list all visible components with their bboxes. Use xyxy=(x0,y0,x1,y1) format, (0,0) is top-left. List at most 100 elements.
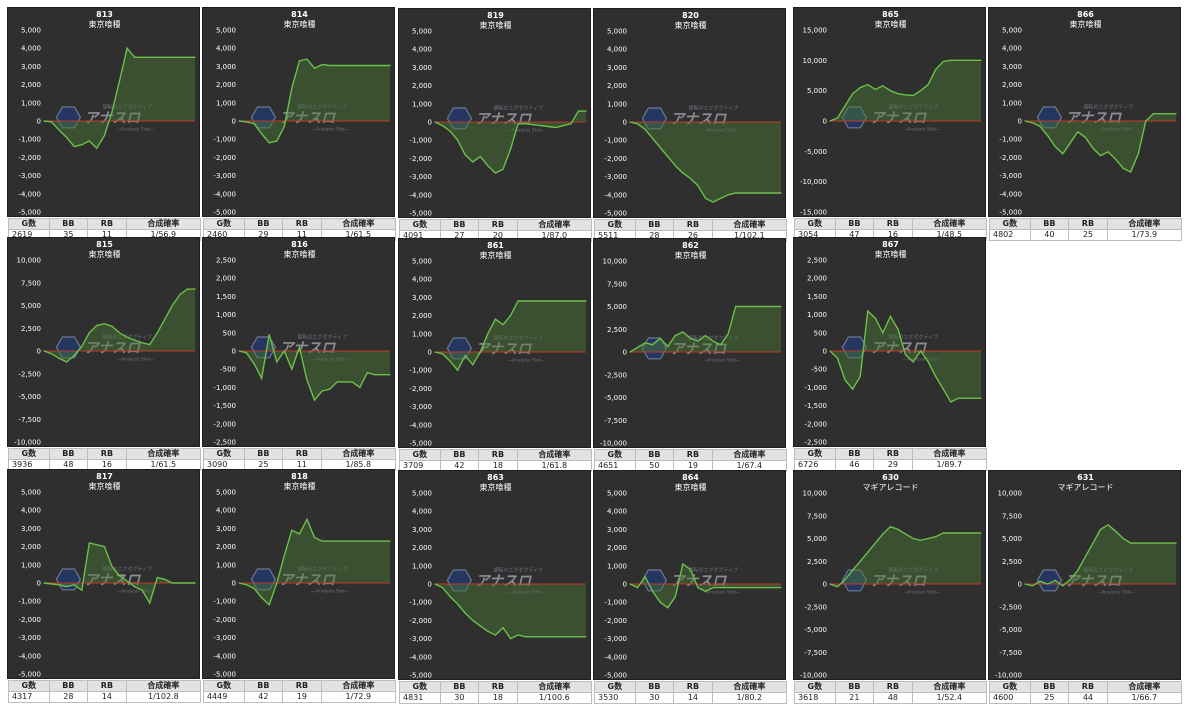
y-tick-label: 3,000 xyxy=(412,526,432,534)
data-point xyxy=(81,345,83,348)
data-point xyxy=(472,619,474,621)
data-point xyxy=(882,332,884,334)
y-tick-label: 0 xyxy=(37,580,41,588)
data-point xyxy=(238,350,240,352)
data-point xyxy=(644,342,646,344)
data-point xyxy=(58,584,60,586)
data-point xyxy=(66,586,68,588)
stats-header: G数 xyxy=(989,218,1031,230)
data-point xyxy=(1092,542,1094,544)
data-point xyxy=(306,518,308,520)
y-tick-label: -5,000 xyxy=(999,209,1022,217)
chart-title: 630 xyxy=(882,473,899,482)
y-tick-label: -2,500 xyxy=(804,603,827,611)
y-tick-label: 5,000 xyxy=(807,535,827,543)
data-point xyxy=(186,56,188,58)
data-point xyxy=(179,582,181,584)
data-point xyxy=(389,374,391,376)
chart-title: 814 xyxy=(291,10,308,19)
data-point xyxy=(1152,542,1154,544)
svg-text:旋転のエグゼクティブ: 旋転のエグゼクティブ xyxy=(493,566,543,573)
stats-header: G数 xyxy=(794,681,836,693)
y-tick-label: 2,500 xyxy=(807,257,827,265)
y-tick-label: 0 xyxy=(1018,118,1022,126)
rb-count: 44 xyxy=(1068,692,1108,704)
data-point xyxy=(306,58,308,60)
svg-text:アナスロ: アナスロ xyxy=(279,340,336,356)
y-tick-label: 0 xyxy=(428,119,432,127)
y-tick-label: 5,000 xyxy=(1002,535,1022,543)
stats-header: 合成確率 xyxy=(1106,218,1183,230)
data-point xyxy=(313,536,316,539)
data-point xyxy=(141,589,143,591)
data-point xyxy=(585,636,587,638)
y-tick-label: 1,000 xyxy=(21,99,41,107)
data-point xyxy=(457,139,459,141)
svg-text:アナスロ: アナスロ xyxy=(1065,573,1122,589)
data-point xyxy=(950,401,952,403)
chart-subtitle: 東京喰種 xyxy=(480,482,512,492)
machine-panel-818: 818 東京喰種 -5,000 -4,000 -3,000 -2,000 -1,000 0 1,… xyxy=(202,469,397,703)
data-point xyxy=(667,156,669,158)
y-tick-label: 5,000 xyxy=(21,302,41,310)
data-point xyxy=(652,344,654,346)
data-point xyxy=(720,197,722,199)
data-point xyxy=(920,539,922,541)
y-tick-label: 15,000 xyxy=(803,27,828,35)
data-point xyxy=(735,192,737,194)
data-point xyxy=(720,344,722,346)
data-point xyxy=(697,340,699,342)
data-point xyxy=(689,568,691,570)
data-point xyxy=(562,300,564,302)
data-point xyxy=(118,575,121,577)
y-tick-label: 0 xyxy=(823,581,827,589)
data-point xyxy=(972,59,974,61)
data-point xyxy=(268,334,270,336)
data-point xyxy=(479,625,481,627)
y-tick-label: -10,000 xyxy=(800,672,827,680)
rb-count: 19 xyxy=(282,691,322,703)
data-point xyxy=(965,59,967,61)
data-point xyxy=(366,540,368,542)
data-point xyxy=(434,351,436,353)
svg-text:旋転のエグゼクティブ: 旋転のエグゼクティブ xyxy=(688,566,738,573)
y-tick-label: -3,000 xyxy=(213,172,236,180)
stats-header: BB xyxy=(439,219,480,231)
data-point xyxy=(268,142,270,144)
y-tick-label: -1,000 xyxy=(409,367,432,375)
data-point xyxy=(644,128,646,130)
y-tick-label: 5,000 xyxy=(412,490,432,498)
data-point xyxy=(682,331,684,333)
stats-header: RB xyxy=(87,680,127,692)
chart-subtitle: 東京喰種 xyxy=(875,19,907,29)
data-point xyxy=(1145,120,1147,122)
data-point xyxy=(329,64,331,67)
data-point xyxy=(867,551,869,553)
stats-header: BB xyxy=(634,681,675,693)
data-point xyxy=(186,288,188,290)
stats-header: BB xyxy=(634,449,675,461)
data-point xyxy=(494,318,496,320)
data-point xyxy=(43,582,45,584)
data-point xyxy=(298,60,300,62)
y-tick-label: -2,000 xyxy=(999,154,1022,162)
data-point xyxy=(321,390,323,392)
data-point xyxy=(81,589,83,591)
y-tick-label: -5,000 xyxy=(18,671,41,679)
data-point xyxy=(525,636,527,638)
svg-text:アナスロ: アナスロ xyxy=(84,340,141,356)
data-point xyxy=(126,336,128,338)
y-tick-label: 2,000 xyxy=(216,81,236,89)
data-point xyxy=(96,147,98,149)
y-tick-label: -1,000 xyxy=(999,136,1022,144)
data-point xyxy=(1047,135,1049,137)
data-point xyxy=(889,315,891,317)
machine-panel-819: 819 東京喰種 -5,000 -4,000 -3,000 -2,000 -1,000 0 1,… xyxy=(398,8,593,242)
y-tick-label: -1,500 xyxy=(804,402,827,410)
svg-text:―Analysis Slot―: ―Analysis Slot― xyxy=(311,126,349,132)
stats-header: G数 xyxy=(794,448,836,460)
